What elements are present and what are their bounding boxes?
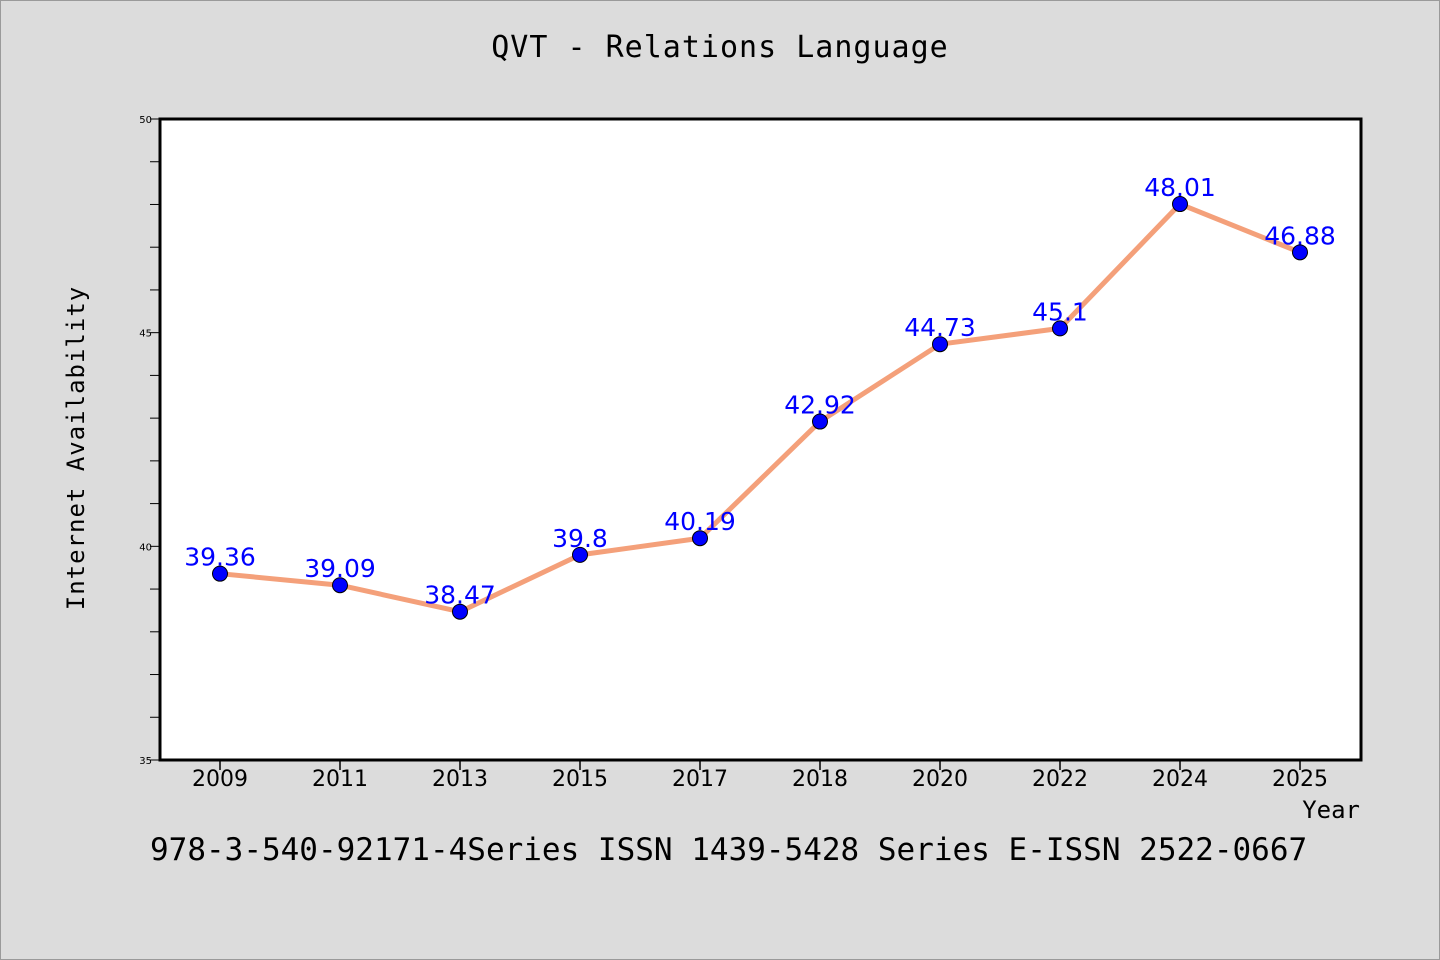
y-tick-label: 40 — [139, 542, 152, 553]
data-point — [212, 565, 228, 582]
x-tick-label: 2024 — [1152, 767, 1208, 792]
data-point — [452, 603, 468, 620]
data-point — [1052, 320, 1068, 337]
x-tick-label: 2015 — [552, 767, 608, 792]
data-point — [812, 413, 828, 430]
data-label: 42.92 — [784, 391, 856, 420]
x-axis-label: Year — [1302, 796, 1360, 824]
data-label: 40.19 — [664, 507, 736, 536]
data-point — [692, 530, 708, 547]
data-label: 38.47 — [424, 581, 496, 610]
data-label: 48.01 — [1144, 173, 1216, 202]
footer-text: 978-3-540-92171-4Series ISSN 1439-5428 S… — [150, 832, 1308, 868]
x-axis-ticks: 2009 2011 2013 2015 2017 2018 2020 2022 2024 2025 — [192, 760, 1328, 792]
data-label: 46.88 — [1264, 221, 1336, 250]
data-point — [332, 577, 348, 594]
data-label: 45.1 — [1032, 297, 1088, 326]
x-tick-label: 2020 — [912, 767, 968, 792]
x-tick-label: 2011 — [312, 767, 368, 792]
data-points — [212, 196, 1308, 620]
data-point — [932, 336, 948, 353]
x-tick-label: 2017 — [672, 767, 728, 792]
x-tick-label: 2009 — [192, 767, 248, 792]
plot-area — [158, 117, 1363, 762]
data-point — [572, 546, 588, 563]
chart-title: QVT - Relations Language — [491, 30, 949, 65]
data-point — [1292, 244, 1308, 261]
y-tick-label: 50 — [139, 115, 152, 126]
y-tick-label: 45 — [139, 329, 152, 340]
y-axis-ticks: 35 40 45 50 — [139, 115, 160, 767]
x-tick-label: 2013 — [432, 767, 488, 792]
data-label: 39.36 — [184, 543, 256, 572]
data-label: 39.8 — [552, 524, 608, 553]
data-label: 39.09 — [304, 554, 376, 583]
x-tick-label: 2025 — [1272, 767, 1328, 792]
x-tick-label: 2018 — [792, 767, 848, 792]
data-point — [1172, 196, 1188, 213]
x-tick-label: 2022 — [1032, 767, 1088, 792]
y-tick-label: 35 — [139, 756, 152, 767]
series-line — [217, 201, 1303, 615]
data-label: 44.73 — [904, 313, 976, 342]
data-labels: 39.36 39.09 38.47 39.8 40.19 42.92 44.73 45.1 48… — [184, 173, 1336, 610]
